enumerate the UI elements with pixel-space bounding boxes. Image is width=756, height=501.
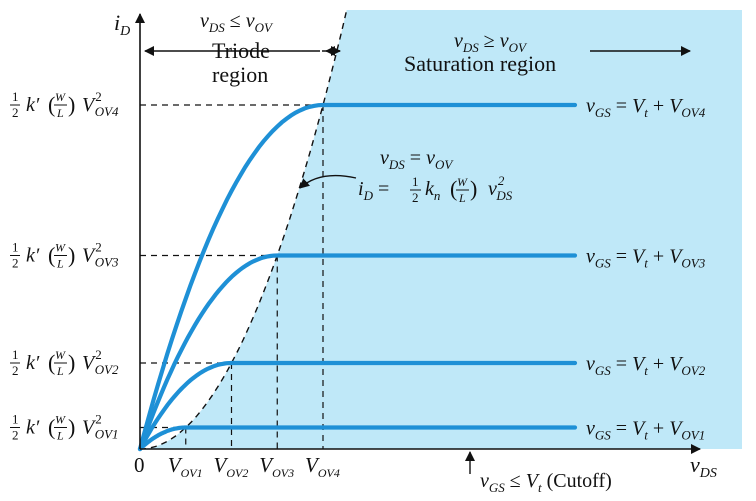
svg-text:2: 2 (12, 363, 19, 378)
y-tick-label-3: 12 k′ (WL) V2 OV3 (10, 240, 119, 271)
svg-text:1: 1 (12, 347, 19, 362)
triode-region-label: vDS ≤ vOV Triode region (200, 10, 274, 87)
svg-text:L: L (56, 106, 64, 120)
y-axis-label: iD (114, 10, 130, 39)
svg-text:): ) (470, 176, 477, 201)
svg-text:): ) (68, 92, 75, 117)
x-tick-labels: VOV1 VOV2 VOV3 VOV4 (168, 453, 340, 480)
cutoff-annotation: vGS ≤ Vt (Cutoff) (465, 451, 612, 495)
svg-text:2: 2 (412, 190, 419, 205)
saturation-region-label: vDS ≥ vOV Saturation region (404, 30, 556, 76)
curve-vov4 (137, 102, 578, 452)
svg-text:W: W (55, 90, 66, 104)
svg-text:W: W (55, 348, 66, 362)
x-axis-label: vDS (690, 452, 717, 481)
dashed-guides (140, 104, 324, 449)
x-tick-ov2: VOV2 (214, 453, 249, 480)
svg-text:k′: k′ (26, 245, 40, 267)
boundary-annotation-arrow (299, 174, 357, 189)
boundary-annotation: vDS = vOV iD = 1 2 kn ( W L ) v2 DS (299, 147, 513, 205)
curve-vov2 (137, 360, 578, 452)
characteristic-curves (137, 102, 578, 452)
curve-vov3 (137, 253, 578, 452)
y-tick-label-4: 12 k′ (WL) V2 OV4 (10, 89, 119, 120)
boundary-eq2: iD = 1 2 kn ( W L ) v2 DS (358, 173, 513, 205)
svg-text:k′: k′ (26, 352, 40, 374)
svg-text:k′: k′ (26, 417, 40, 439)
triode-line1: Triode (212, 38, 270, 63)
svg-text:(: ( (48, 350, 55, 375)
svg-text:): ) (68, 350, 75, 375)
triode-condition: vDS ≤ vOV (200, 10, 274, 35)
curve-label-vov1: vGS = Vt + VOV1 (586, 418, 705, 443)
svg-text:kn: kn (425, 178, 440, 203)
x-tick-ov3: VOV3 (259, 453, 294, 480)
svg-text:W: W (457, 175, 468, 189)
saturation-line1: Saturation region (404, 51, 556, 76)
boundary-eq1: vDS = vOV (380, 147, 454, 172)
svg-text:(: ( (48, 92, 55, 117)
svg-text:2: 2 (12, 428, 19, 443)
y-tick-label-2: 12 k′ (WL) V2 OV2 (10, 347, 119, 378)
svg-text:iD =: iD = (358, 178, 389, 203)
x-tick-ov4: VOV4 (305, 453, 340, 480)
svg-text:(: ( (450, 176, 457, 201)
origin-label: 0 (134, 453, 145, 477)
svg-text:(: ( (48, 243, 55, 268)
svg-text:W: W (55, 241, 66, 255)
svg-text:L: L (56, 257, 64, 271)
triode-saturation-boundary (139, 9, 348, 450)
svg-text:2: 2 (12, 105, 19, 120)
curve-label-vov3: vGS = Vt + VOV3 (586, 246, 706, 271)
svg-text:1: 1 (12, 89, 19, 104)
curve-labels: vGS = Vt + VOV1 vGS = Vt + VOV2 vGS = Vt +… (586, 95, 706, 443)
curve-label-vov4: vGS = Vt + VOV4 (586, 95, 706, 120)
svg-text:L: L (56, 364, 64, 378)
triode-line2: region (212, 62, 268, 87)
svg-text:L: L (56, 429, 64, 443)
svg-text:1: 1 (412, 174, 419, 189)
saturation-region-fill (140, 10, 742, 449)
x-tick-ov1: VOV1 (168, 453, 203, 480)
svg-text:): ) (68, 243, 75, 268)
curve-vov1 (137, 425, 578, 452)
svg-text:2: 2 (12, 256, 19, 271)
svg-text:k′: k′ (26, 94, 40, 116)
cutoff-label: vGS ≤ Vt (Cutoff) (480, 470, 612, 495)
svg-text:L: L (458, 191, 466, 205)
curve-label-vov2: vGS = Vt + VOV2 (586, 353, 706, 378)
y-tick-label-1: 12 k′ (WL) V2 OV1 (10, 412, 119, 443)
svg-text:W: W (55, 413, 66, 427)
saturation-condition: vDS ≥ vOV (454, 30, 528, 55)
svg-text:): ) (68, 415, 75, 440)
svg-text:(: ( (48, 415, 55, 440)
svg-text:1: 1 (12, 240, 19, 255)
svg-text:1: 1 (12, 412, 19, 427)
